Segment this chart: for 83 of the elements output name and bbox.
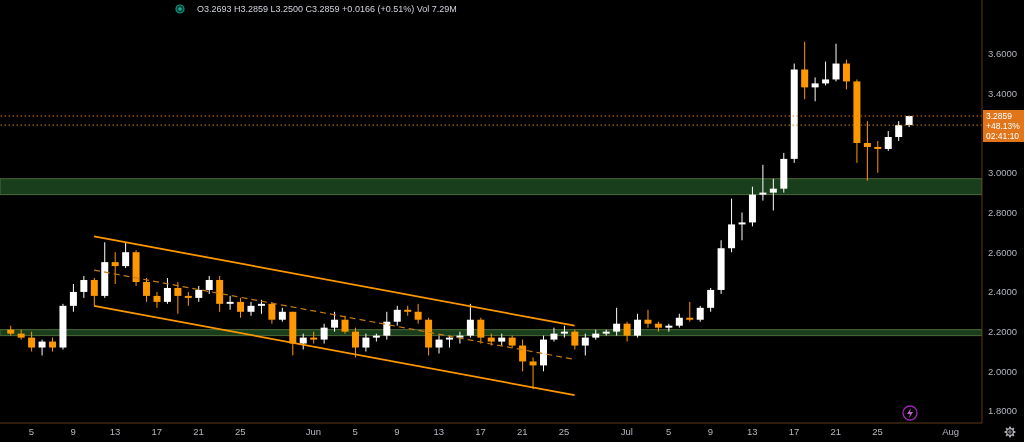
candlestick <box>571 329 579 351</box>
candlestick <box>351 327 359 358</box>
x-tick-label: 9 <box>707 425 714 437</box>
x-tick-label: Aug <box>942 425 960 437</box>
candlestick <box>634 313 642 339</box>
candlestick <box>216 275 224 313</box>
candlestick <box>811 76 819 102</box>
candlestick <box>529 356 537 390</box>
x-tick-label: 21 <box>517 425 528 437</box>
candlestick <box>801 41 809 100</box>
x-tick-label: 17 <box>151 425 162 437</box>
candlestick <box>550 327 558 343</box>
x-tick-label: 21 <box>830 425 842 437</box>
candlestick <box>466 303 474 339</box>
candlestick <box>728 198 736 253</box>
candlestick <box>581 333 589 356</box>
candlestick <box>393 305 401 327</box>
x-tick-label: 25 <box>558 425 570 437</box>
candlestick <box>414 303 422 325</box>
candlestick <box>613 307 621 337</box>
candlestick <box>707 287 715 313</box>
candlestick <box>519 339 527 372</box>
text: 02:41:10 <box>986 131 1020 141</box>
candlestick <box>226 295 234 311</box>
candlestick <box>122 241 130 269</box>
candlestick <box>38 339 46 356</box>
x-tick-label: 9 <box>394 425 400 437</box>
candlestick <box>153 291 161 309</box>
candlestick <box>80 275 88 299</box>
candlestick <box>738 211 746 241</box>
candlestick <box>247 301 255 317</box>
candlestick <box>884 130 892 152</box>
candlestick <box>268 301 276 325</box>
text: +48.13% <box>986 121 1021 131</box>
candlestick <box>143 277 151 303</box>
candlestick <box>759 164 767 202</box>
y-tick-label: 3.6000 <box>988 47 1018 59</box>
y-tick-label: 1.8000 <box>988 405 1018 417</box>
candlestick <box>28 331 36 353</box>
y-tick-label: 2.0000 <box>988 365 1018 377</box>
candlestick <box>874 140 882 174</box>
x-tick-label: 5 <box>665 425 672 437</box>
candlestick <box>895 120 903 142</box>
candlestick <box>665 323 673 333</box>
ref-line-label: 3.2859 <box>986 111 1013 121</box>
y-tick-label: 3.0000 <box>988 167 1018 179</box>
x-tick-label: 5 <box>28 425 34 437</box>
candlestick <box>174 281 182 315</box>
x-tick-label: 9 <box>70 425 76 437</box>
x-tick-label: 25 <box>872 425 883 437</box>
x-tick-label: 17 <box>475 425 486 437</box>
candlestick <box>331 311 339 333</box>
candlestick <box>769 178 777 212</box>
candlestick <box>435 335 443 354</box>
candlestick <box>163 277 171 305</box>
x-tick-label: 17 <box>788 425 800 437</box>
y-tick-label: 3.4000 <box>988 87 1018 99</box>
x-tick-label: 13 <box>433 425 445 437</box>
x-tick-label: 25 <box>234 425 246 437</box>
candlestick <box>111 251 119 285</box>
x-tick-label: 13 <box>746 425 758 437</box>
candlestick <box>477 317 485 345</box>
y-tick-label: 2.4000 <box>988 286 1018 298</box>
candlestick <box>623 321 631 343</box>
y-tick-label: 2.2000 <box>988 326 1018 338</box>
candlestick <box>832 43 840 82</box>
candlestick <box>822 61 830 86</box>
x-tick-label: 5 <box>352 425 358 437</box>
candlestick <box>644 309 652 329</box>
x-tick-label: 21 <box>193 425 204 437</box>
candlestick <box>383 311 391 341</box>
x-tick-label: 13 <box>109 425 121 437</box>
y-tick-label: 2.6000 <box>988 246 1018 258</box>
x-tick-label: Jul <box>620 425 633 437</box>
candlestick <box>863 120 871 182</box>
candlestick <box>686 301 694 323</box>
candlestick <box>69 283 77 313</box>
y-tick-label: 2.8000 <box>988 206 1018 218</box>
x-tick-label: Jun <box>305 425 322 437</box>
candlestick <box>320 323 328 345</box>
annotation: O3.2693 H3.2859 L3.2500 C3.2859 +0.0166 (+0.51%) Vol 7.29M <box>197 3 457 15</box>
candlestick <box>237 297 245 319</box>
candlestick <box>842 59 850 90</box>
